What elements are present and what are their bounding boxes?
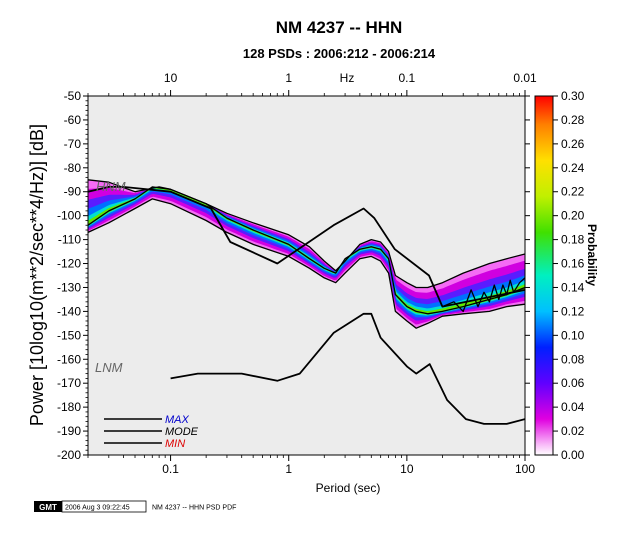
top-tick-label: 1 — [285, 71, 292, 85]
y-axis-label: Power [10log10(m**2/sec**4/Hz)] [dB] — [27, 124, 47, 426]
plot-frame — [87, 95, 526, 456]
curve-mode — [88, 186, 525, 315]
hnm-label: HNM — [96, 179, 126, 194]
colorbar-tick-label: 0.14 — [561, 280, 585, 294]
colorbar-tick-label: 0.00 — [561, 448, 585, 462]
top-tick-label: 10 — [164, 71, 178, 85]
gmt-logo — [34, 501, 62, 512]
legend: MAX MODE MIN — [104, 414, 199, 450]
top-tick-label: 0.1 — [399, 71, 416, 85]
x-tick-label: 10 — [400, 462, 414, 476]
legend-mode-label: MODE — [165, 426, 199, 438]
y-tick-label: -140 — [57, 304, 81, 318]
y-tick-label: -120 — [57, 257, 81, 271]
colorbar-tick-label: 0.16 — [561, 257, 585, 271]
colorbar-ticks: 0.30 0.28 0.26 0.24 0.22 0.20 0.18 0.16 0.14 0.12… — [553, 89, 585, 462]
y-tick-label: -150 — [57, 328, 81, 342]
plot-area — [88, 96, 525, 455]
curve-hnm-jagged — [442, 277, 525, 313]
y-tick-label: -70 — [64, 137, 82, 151]
colorbar-tick-label: 0.06 — [561, 376, 585, 390]
curve-hnm — [88, 185, 525, 308]
footer-caption: NM 4237 -- HHN PSD PDF — [152, 505, 236, 512]
timestamp-box — [61, 500, 147, 513]
lnm-label: LNM — [95, 360, 123, 375]
colorbar-tick-label: 0.26 — [561, 137, 585, 151]
colorbar-tick-label: 0.30 — [561, 89, 585, 103]
colorbar-label: Probability — [585, 224, 599, 286]
y-tick-label: -90 — [64, 185, 82, 199]
colorbar-tick-label: 0.02 — [561, 424, 585, 438]
x-tick-label: 0.1 — [162, 462, 179, 476]
curves — [88, 179, 525, 425]
colorbar — [534, 95, 554, 456]
curve-lnm — [170, 312, 525, 425]
colorbar-tick-label: 0.22 — [561, 185, 585, 199]
gmt-logo-text: GMT — [39, 503, 57, 512]
chart-title: NM 4237 -- HHN — [276, 18, 403, 37]
timestamp: 2006 Aug 3 09:22:45 — [65, 505, 130, 512]
colorbar-tick-label: 0.08 — [561, 352, 585, 366]
y-tick-label: -190 — [57, 424, 81, 438]
x-tick-label: 100 — [515, 462, 535, 476]
y-tick-label: -170 — [57, 376, 81, 390]
y-tick-label: -160 — [57, 352, 81, 366]
y-tick-label: -110 — [58, 233, 81, 247]
y-tick-label: -180 — [57, 400, 81, 414]
colorbar-tick-label: 0.04 — [561, 400, 585, 414]
colorbar-tick-label: 0.18 — [561, 233, 585, 247]
y-tick-label: -60 — [64, 113, 82, 127]
y-tick-label: -80 — [64, 161, 82, 175]
legend-min-label: MIN — [165, 438, 185, 450]
x-axis-label: Period (sec) — [316, 481, 381, 495]
axes: -50 -60 -70 -80 -90 -100 -110 -120 -130 -140 -150 -… — [57, 71, 537, 476]
legend-max-label: MAX — [165, 414, 190, 426]
y-tick-label: -100 — [57, 209, 81, 223]
curve-min — [88, 198, 525, 329]
x-tick-label: 1 — [285, 462, 292, 476]
colorbar-tick-label: 0.20 — [561, 209, 585, 223]
footer: GMT 2006 Aug 3 09:22:45 NM 4237 -- HHN P… — [34, 500, 236, 513]
y-tick-label: -130 — [57, 280, 81, 294]
top-tick-label: 0.01 — [513, 71, 537, 85]
colorbar-tick-label: 0.10 — [561, 328, 585, 342]
top-axis-label: Hz — [340, 71, 355, 85]
colorbar-tick-label: 0.24 — [561, 161, 585, 175]
y-tick-label: -200 — [57, 448, 81, 462]
colorbar-tick-label: 0.28 — [561, 113, 585, 127]
colorbar-tick-label: 0.12 — [561, 304, 585, 318]
y-tick-label: -50 — [64, 89, 82, 103]
chart-subtitle: 128 PSDs : 2006:212 - 2006:214 — [243, 46, 436, 61]
